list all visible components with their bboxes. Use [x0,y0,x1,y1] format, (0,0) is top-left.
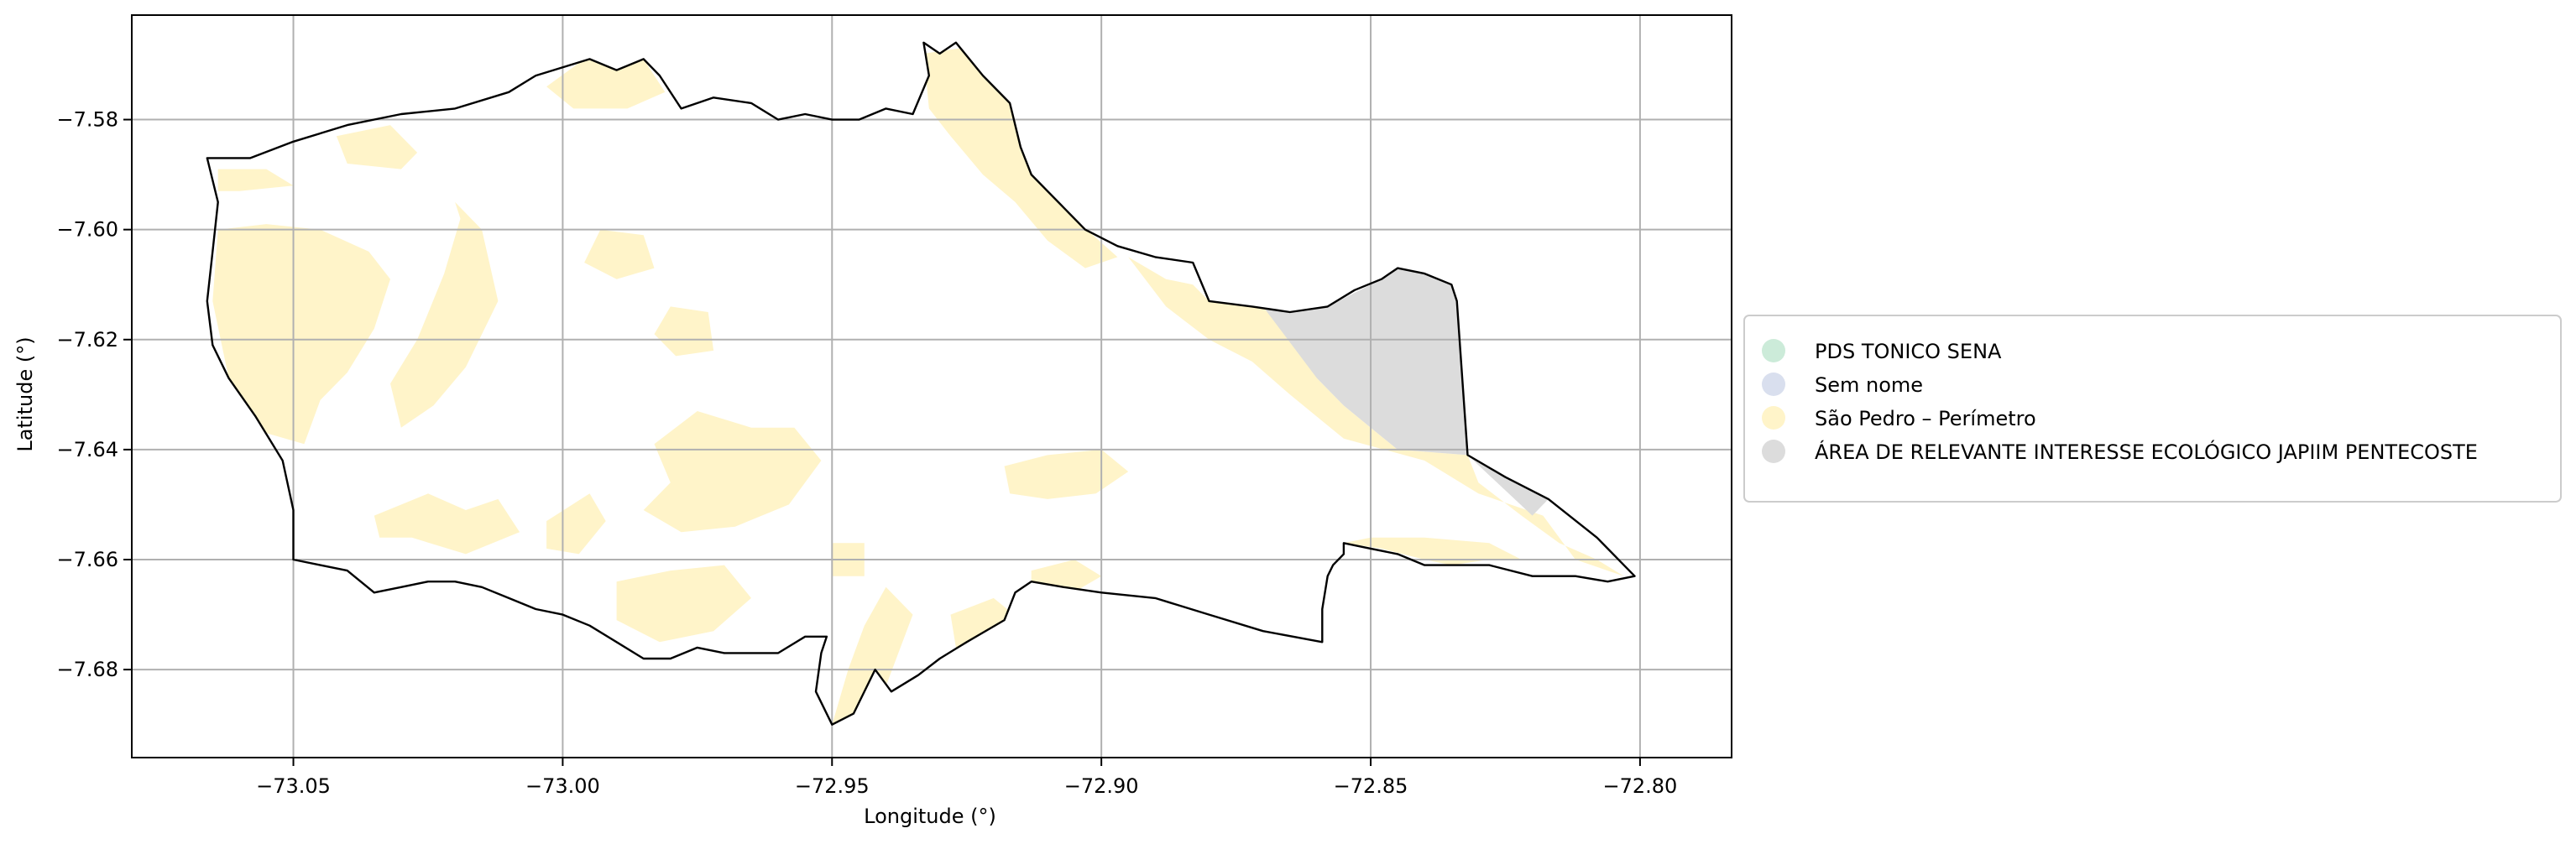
axes-frame [131,14,1732,758]
legend-marker [1762,440,1785,463]
x-tick-label: −72.85 [1334,774,1408,798]
x-tick-label: −72.80 [1602,774,1677,798]
y-tick-label: −7.66 [56,548,118,571]
sao-pedro-patch [1343,537,1522,565]
legend-label: ÁREA DE RELEVANTE INTERESSE ECOLÓGICO JA… [1815,439,2478,464]
legend-label: Sem nome [1815,373,1923,397]
sao-pedro-patch [584,229,655,279]
sao-pedro-patch [336,125,418,169]
sao-pedro-patch [390,201,499,428]
sao-pedro-patch [643,411,822,533]
legend-marker [1762,373,1785,396]
x-tick-label: −73.00 [525,774,600,798]
map-fill-layers [212,48,1624,725]
y-axis-ticks: −7.58 −7.60 −7.62 −7.64 −7.66 −7.68 [56,108,132,681]
sao-pedro-patch [212,224,390,445]
legend-marker [1762,339,1785,362]
x-tick-label: −72.95 [795,774,870,798]
legend-marker [1762,406,1785,430]
sao-pedro-patch [616,565,751,643]
sao-pedro-patch [546,59,666,109]
y-tick-label: −7.58 [56,108,118,132]
sao-pedro-patch [1004,449,1129,499]
x-axis-ticks: −73.05 −73.00 −72.95 −72.90 −72.85 −72.80 [256,758,1677,798]
legend-label: PDS TONICO SENA [1815,340,2002,363]
sao-pedro-patch [546,493,606,555]
sao-pedro-patch [374,493,520,555]
sao-pedro-patch [950,597,1021,654]
y-tick-label: −7.62 [56,328,118,352]
sao-pedro-patch [832,586,913,725]
x-tick-label: −73.05 [256,774,331,798]
plot-area [131,14,1732,758]
legend: PDS TONICO SENA Sem nome São Pedro – Perím… [1743,315,2562,503]
sao-pedro-patch [217,169,294,191]
sao-pedro-patch [1128,257,1624,576]
y-tick-label: −7.64 [56,438,118,461]
legend-frame [1743,315,2562,503]
x-tick-label: −72.90 [1064,774,1139,798]
grid-lines [132,15,1732,758]
y-tick-label: −7.68 [56,658,118,681]
x-axis-label: Longitude (°) [864,805,996,828]
boundary-outline [206,41,1636,726]
legend-label: São Pedro – Perímetro [1815,407,2036,430]
sao-pedro-patch [654,306,714,357]
y-axis-label: Latitude (°) [13,336,37,451]
y-tick-label: −7.60 [56,218,118,242]
arie-japiim-area [1262,268,1549,516]
